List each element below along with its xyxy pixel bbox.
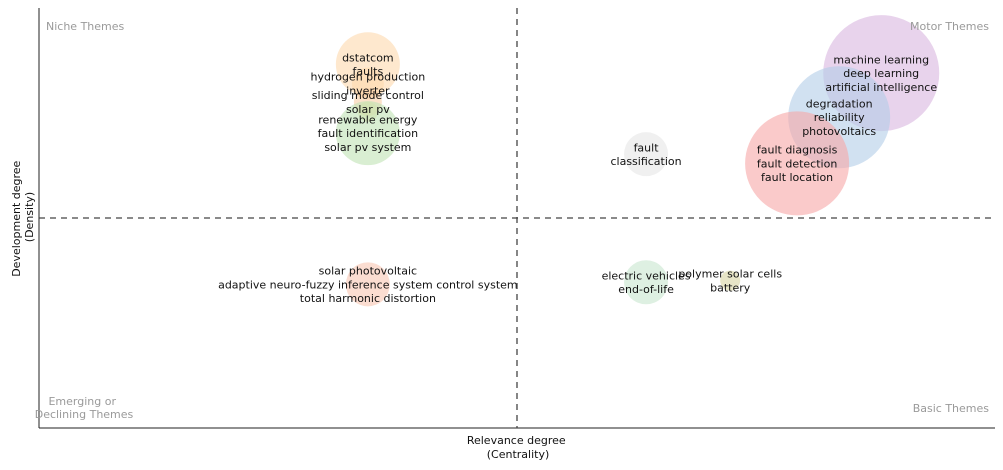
- x-axis-title: Relevance degree (Centrality): [467, 434, 569, 461]
- cluster-label: inverter: [346, 85, 390, 98]
- cluster-label: hydrogen production: [310, 71, 425, 84]
- bubbles-layer: [335, 15, 940, 307]
- quadrant-label-emerging-declining-themes: Emerging or Declining Themes: [35, 395, 134, 421]
- quadrant-label-motor-themes: Motor Themes: [910, 20, 989, 33]
- y-axis-title: Development degree (Density): [10, 157, 36, 277]
- cluster-label: battery: [710, 281, 751, 294]
- cluster-label: solar pv system: [324, 141, 411, 154]
- cluster-label: fault location: [761, 171, 833, 184]
- cluster-label: deep learning: [843, 67, 919, 80]
- cluster-label: polymer solar cells: [678, 268, 782, 281]
- cluster-bubble: [624, 132, 669, 177]
- cluster-bubble: [345, 262, 390, 307]
- cluster-bubble: [745, 111, 850, 216]
- cluster-label: solar pv: [346, 103, 390, 116]
- cluster-label: reliability: [814, 111, 865, 124]
- cluster-label: fault: [634, 141, 660, 154]
- cluster-label: faults: [353, 65, 384, 78]
- cluster-label: adaptive neuro-fuzzy inference system co…: [218, 278, 518, 291]
- cluster-label: fault identification: [318, 127, 418, 140]
- cluster-label: total harmonic distortion: [300, 292, 436, 305]
- cluster-label: end-of-life: [618, 283, 674, 296]
- cluster-label: photovoltaics: [802, 125, 876, 138]
- cluster-bubble: [720, 270, 741, 291]
- cluster-label: fault detection: [757, 157, 837, 170]
- cluster-label: artificial intelligence: [825, 81, 937, 94]
- cluster-label: electric vehicles: [602, 269, 691, 282]
- cluster-label: solar photovoltaic: [319, 265, 417, 278]
- cluster-label: sliding mode control: [312, 89, 424, 102]
- cluster-label: dstatcom: [342, 51, 394, 64]
- cluster-bubble: [335, 101, 400, 166]
- quadrant-label-niche-themes: Niche Themes: [46, 20, 125, 33]
- cluster-label: machine learning: [833, 53, 929, 66]
- cluster-label: fault diagnosis: [757, 144, 838, 157]
- cluster-label: classification: [610, 155, 681, 168]
- quadrant-label-basic-themes: Basic Themes: [913, 402, 990, 415]
- cluster-bubble: [335, 32, 400, 97]
- cluster-label: degradation: [806, 97, 873, 110]
- cluster-bubble: [624, 260, 669, 305]
- cluster-label: renewable energy: [318, 113, 418, 126]
